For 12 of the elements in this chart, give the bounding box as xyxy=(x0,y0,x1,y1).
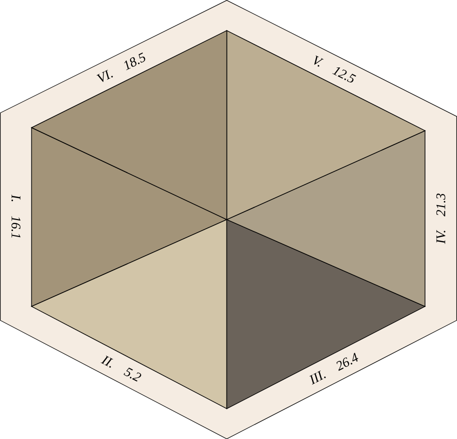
data-label: 5.2 xyxy=(124,368,142,382)
category-label: VI. xyxy=(96,70,113,82)
data-label: 26.4 xyxy=(336,352,358,371)
category-label: IV. xyxy=(436,230,446,244)
category-label: V. xyxy=(314,55,324,67)
data-label: 18.5 xyxy=(124,52,146,70)
category-label: I. xyxy=(11,194,20,202)
category-label: II. xyxy=(100,356,114,368)
data-label: 12.5 xyxy=(332,67,356,82)
data-label: 21.3 xyxy=(436,193,446,216)
category-label: III. xyxy=(310,370,326,385)
data-label: 16.1 xyxy=(11,216,20,238)
